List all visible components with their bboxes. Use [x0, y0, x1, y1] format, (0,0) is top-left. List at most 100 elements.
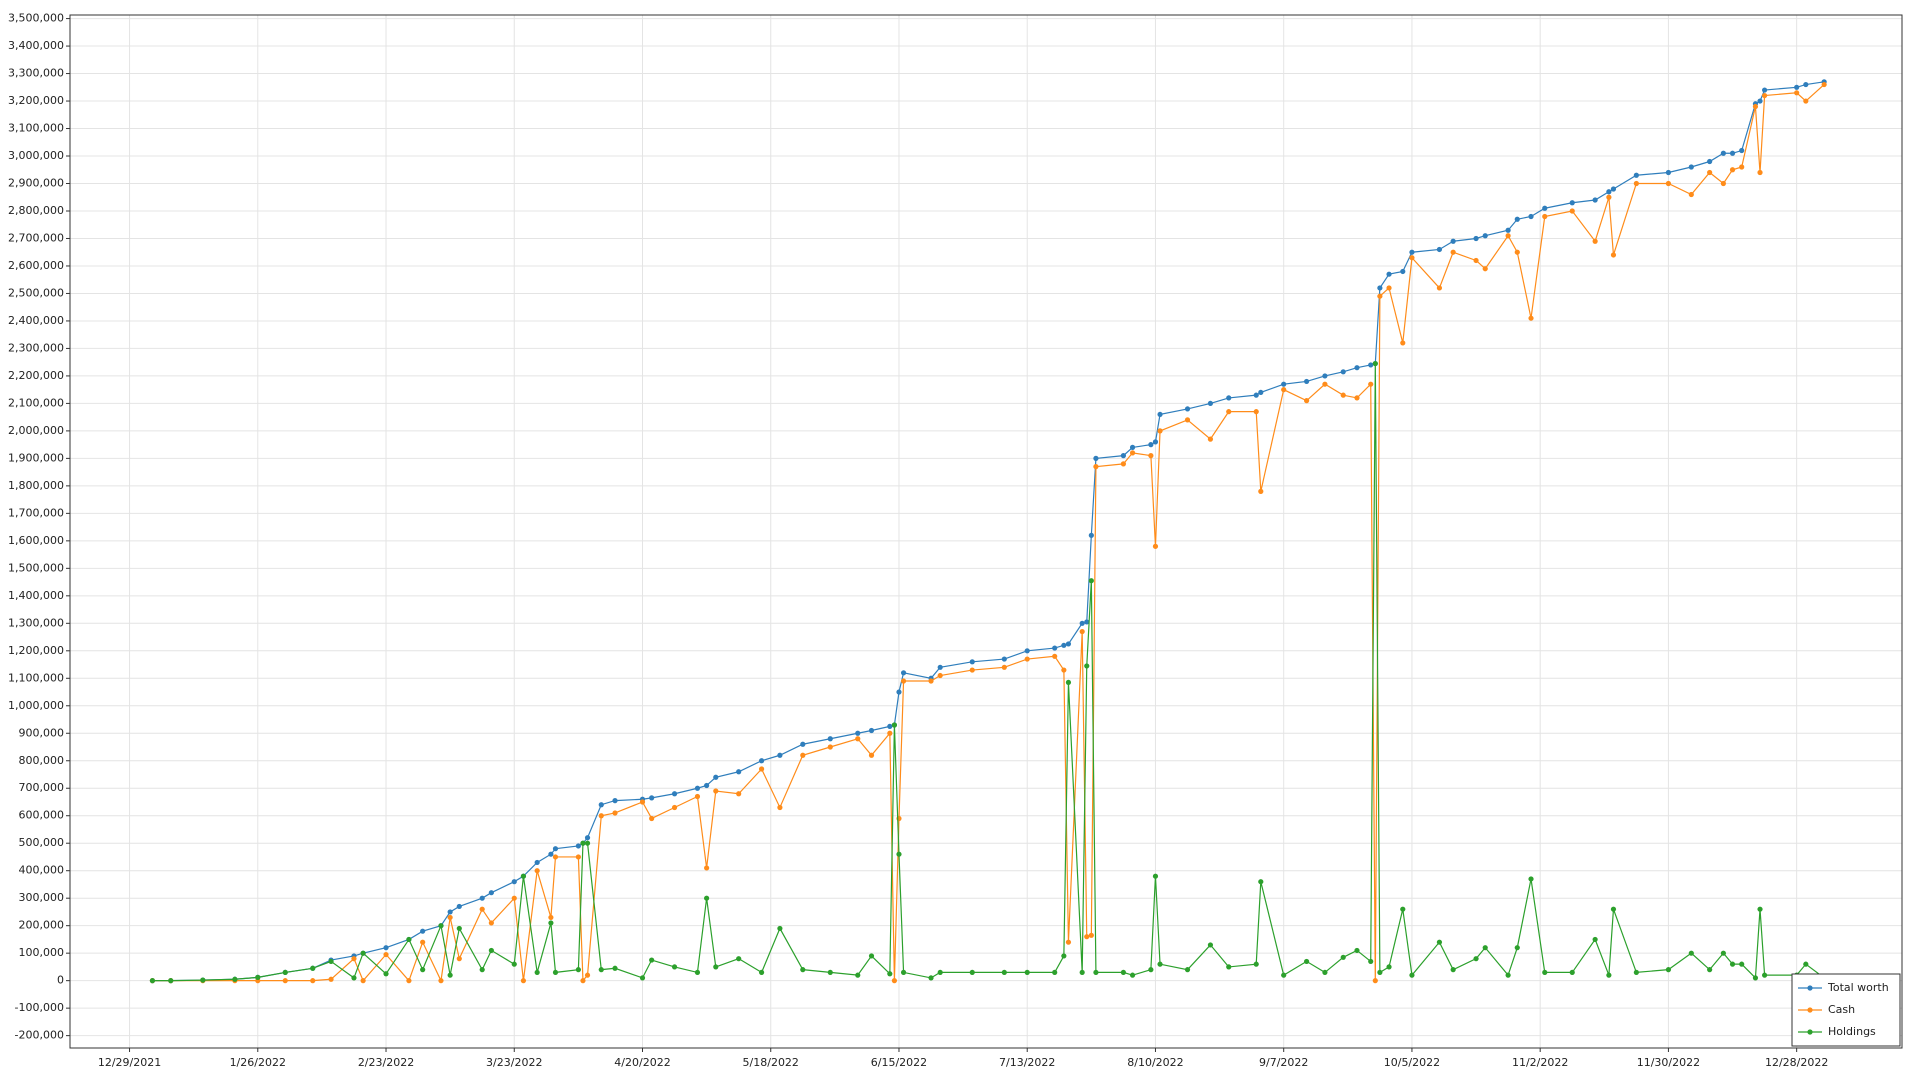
- data-point: [1354, 365, 1360, 371]
- data-point: [1505, 233, 1511, 239]
- y-tick-label: 2,800,000: [8, 204, 64, 217]
- data-point: [758, 766, 765, 772]
- data-point: [928, 975, 934, 981]
- data-point: [1061, 667, 1067, 673]
- data-point: [694, 793, 701, 800]
- data-point: [1542, 205, 1548, 211]
- data-point: [1065, 679, 1072, 686]
- data-point: [310, 965, 316, 971]
- data-point: [1052, 653, 1058, 659]
- data-point: [1377, 293, 1383, 299]
- plot-frame: [69, 14, 1903, 1049]
- data-point: [584, 840, 591, 846]
- data-point: [1304, 958, 1310, 965]
- data-point: [1542, 969, 1548, 976]
- series-line: [152, 363, 1825, 982]
- data-point: [1120, 453, 1126, 459]
- data-point: [1482, 945, 1488, 951]
- data-point: [351, 956, 357, 962]
- data-point: [1065, 939, 1072, 945]
- data-point: [694, 785, 701, 791]
- data-point: [1001, 969, 1007, 976]
- data-point: [1436, 285, 1443, 291]
- data-point: [447, 914, 453, 921]
- data-point: [1253, 392, 1259, 398]
- data-point: [1079, 620, 1085, 626]
- data-point: [758, 758, 765, 764]
- data-point: [1688, 164, 1694, 170]
- data-point: [1400, 268, 1406, 275]
- data-point: [868, 727, 875, 734]
- data-point: [671, 791, 678, 797]
- data-point: [1354, 395, 1360, 401]
- data-point: [360, 950, 366, 956]
- y-tick-label: 800,000: [19, 754, 65, 767]
- data-point: [1001, 664, 1007, 670]
- x-tick-label: 7/13/2022: [999, 1056, 1055, 1069]
- data-point: [1368, 958, 1374, 965]
- data-point: [1120, 969, 1126, 976]
- data-point: [328, 976, 334, 982]
- data-point: [575, 854, 581, 860]
- x-tick-label: 12/28/2022: [1765, 1056, 1828, 1069]
- data-point: [580, 978, 586, 984]
- y-tick-label: 2,100,000: [8, 396, 64, 409]
- data-point: [1592, 936, 1598, 943]
- data-point: [580, 840, 586, 846]
- y-tick-label: 1,600,000: [8, 534, 64, 547]
- data-point: [649, 957, 655, 963]
- data-point: [1794, 90, 1800, 96]
- x-tick-label: 2/23/2022: [358, 1056, 414, 1069]
- data-point: [937, 672, 943, 679]
- data-point: [1157, 411, 1163, 418]
- data-point: [1207, 436, 1214, 442]
- y-tick-label: 2,400,000: [8, 314, 64, 327]
- data-point: [900, 670, 907, 676]
- data-point: [704, 865, 710, 871]
- data-point: [1258, 879, 1264, 885]
- data-point: [1304, 378, 1310, 385]
- data-point: [1739, 147, 1745, 154]
- data-point: [552, 854, 559, 860]
- y-tick-label: 600,000: [19, 809, 65, 822]
- data-point: [1665, 967, 1672, 973]
- data-point: [928, 678, 934, 684]
- x-tick-label: 4/20/2022: [614, 1056, 670, 1069]
- data-point: [1148, 967, 1154, 973]
- data-point: [1368, 381, 1374, 387]
- y-tick-label: 2,600,000: [8, 259, 64, 272]
- data-point: [1610, 906, 1617, 912]
- data-point: [1821, 81, 1827, 88]
- data-point: [584, 835, 591, 841]
- data-point: [969, 659, 975, 665]
- data-point: [383, 945, 389, 951]
- data-point: [1569, 200, 1575, 206]
- data-point: [1450, 238, 1456, 244]
- data-point: [1024, 656, 1030, 662]
- data-point: [1514, 945, 1520, 951]
- data-point: [758, 969, 765, 976]
- data-point: [736, 791, 742, 797]
- data-point: [827, 736, 833, 742]
- x-tick-label: 1/26/2022: [230, 1056, 286, 1069]
- data-point: [1129, 444, 1136, 450]
- data-point: [1409, 255, 1415, 261]
- legend-label: Cash: [1828, 1003, 1855, 1016]
- data-point: [310, 978, 316, 984]
- data-point: [1450, 967, 1456, 973]
- y-tick-label: 1,300,000: [8, 616, 64, 629]
- y-tick-label: -200,000: [15, 1029, 64, 1042]
- data-point: [1409, 249, 1415, 255]
- data-point: [1148, 442, 1154, 448]
- legend-label: Holdings: [1828, 1025, 1876, 1038]
- data-point: [1157, 961, 1163, 967]
- data-point: [383, 951, 389, 958]
- data-point: [282, 969, 288, 976]
- y-tick-label: 200,000: [19, 919, 65, 932]
- data-point: [1505, 972, 1511, 978]
- y-tick-label: 2,500,000: [8, 286, 64, 299]
- data-point: [1340, 954, 1346, 960]
- data-point: [1079, 969, 1085, 976]
- data-point: [1281, 381, 1287, 387]
- data-point: [534, 868, 540, 874]
